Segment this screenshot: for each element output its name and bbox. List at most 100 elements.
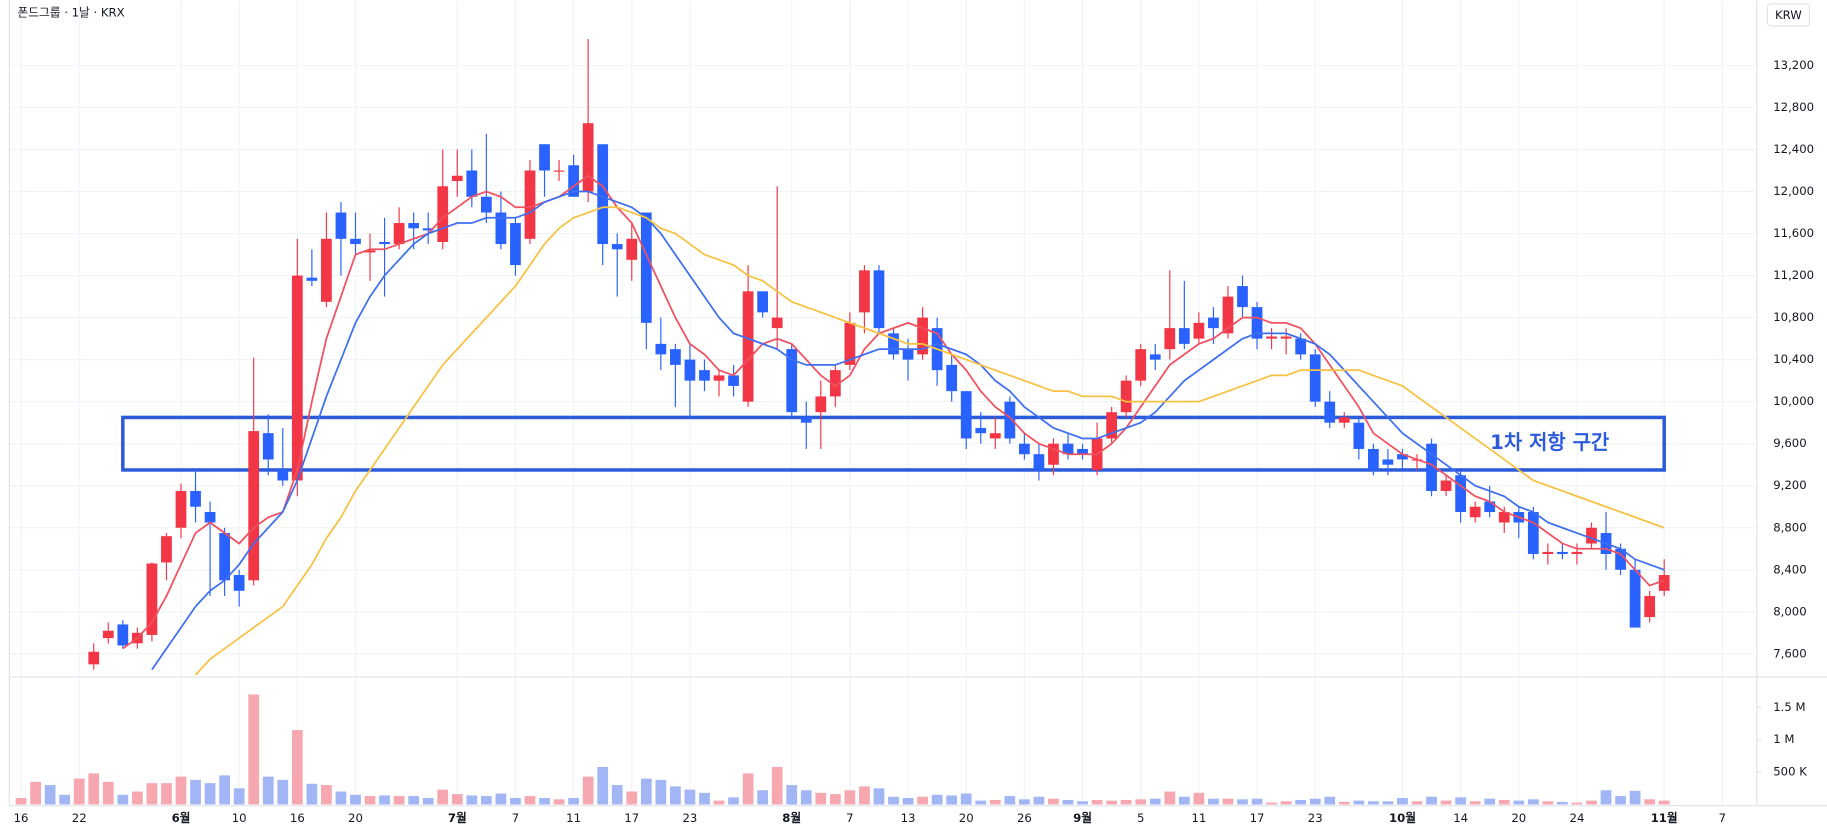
volume-bar <box>611 785 623 805</box>
candle-body <box>1644 596 1656 618</box>
volume-bar <box>844 790 856 805</box>
volume-bar <box>480 796 492 805</box>
candle-body <box>306 277 318 281</box>
volume-bar <box>1251 798 1263 805</box>
volume-bar <box>88 773 100 805</box>
volume-bar <box>640 778 652 805</box>
candle-body <box>1106 412 1118 439</box>
candle-body <box>1542 551 1554 555</box>
volume-bar <box>306 783 318 805</box>
volume-bar <box>1033 796 1045 805</box>
y-tick-label: 12,800 <box>1773 100 1814 114</box>
volume-bar <box>1295 799 1307 805</box>
currency-label[interactable]: KRW <box>1775 8 1802 22</box>
axes: 7,600 8,000 8,400 8,800 9,200 9,600 10,000 10,4… <box>8 0 1827 825</box>
candle-body <box>582 123 594 192</box>
candle-body <box>393 223 405 245</box>
volume-bar <box>539 798 550 805</box>
x-tick-label: 16 <box>14 811 29 825</box>
volume-bar <box>1571 802 1583 805</box>
candle-body <box>335 212 347 239</box>
volume-bar <box>1367 801 1379 805</box>
candle-body <box>640 212 652 323</box>
candle-body <box>1557 551 1568 555</box>
candle-body <box>350 238 361 245</box>
price-pane: 1차 저항 구간 <box>88 39 1670 676</box>
candle-body <box>175 490 187 528</box>
candle-body <box>1120 380 1132 413</box>
x-tick-label: 17 <box>1250 811 1265 825</box>
y-tick-label: 8,400 <box>1773 562 1806 576</box>
y-tick-label: 10,800 <box>1773 310 1814 324</box>
candle-body <box>1440 480 1452 491</box>
candle-body <box>161 536 172 563</box>
candle-body <box>873 270 885 329</box>
volume-bar <box>1615 796 1626 805</box>
candle-body <box>1629 569 1641 628</box>
volume-bar <box>902 798 914 805</box>
candle-body <box>379 241 390 245</box>
candle-body <box>728 375 739 386</box>
volume-bar <box>873 788 885 805</box>
volume-bar <box>888 796 899 805</box>
candle-body <box>1338 417 1350 423</box>
candle-body <box>888 333 899 355</box>
volume-bar <box>1382 801 1394 805</box>
candle-body <box>1367 448 1379 470</box>
volume-bar <box>1193 792 1205 805</box>
volume-bar <box>30 781 41 805</box>
volume-bar <box>757 790 769 805</box>
candle-body <box>1077 448 1088 455</box>
x-tick-label: 11월 <box>1651 811 1678 825</box>
candle-body <box>495 212 507 245</box>
volume-bar <box>582 776 594 805</box>
candle-body <box>655 343 667 355</box>
volume-bar <box>262 776 274 805</box>
volume-bar <box>1542 801 1554 805</box>
y-tick-label: 12,400 <box>1773 142 1814 156</box>
candle-body <box>859 270 870 313</box>
volume-bar <box>1237 799 1248 805</box>
y-tick-label: 11,600 <box>1773 226 1814 240</box>
x-tick-label: 8월 <box>782 811 801 825</box>
candle-body <box>219 533 230 581</box>
volume-bar <box>190 779 201 805</box>
volume-bar <box>1600 790 1612 805</box>
volume-tick-label: 1.5 M <box>1773 700 1805 714</box>
candle-body <box>480 196 492 213</box>
candle-body <box>146 563 158 635</box>
candle-body <box>815 396 827 413</box>
volume-bar <box>771 766 783 805</box>
volume-bar <box>553 799 565 805</box>
x-tick-label: 16 <box>290 811 305 825</box>
candle-body <box>1498 511 1510 523</box>
candle-body <box>960 391 972 439</box>
resistance-box <box>121 415 1666 472</box>
volume-bar <box>73 778 85 805</box>
volume-bar <box>1091 799 1103 805</box>
volume-bar <box>1527 799 1539 805</box>
candle-body <box>844 322 856 365</box>
y-tick-label: 8,800 <box>1773 520 1806 534</box>
volume-bar <box>1208 798 1219 805</box>
candle-body <box>1048 443 1059 465</box>
candle-body <box>524 170 536 239</box>
candle-body <box>1658 575 1670 591</box>
currency-button[interactable] <box>1766 3 1811 27</box>
volume-bar <box>59 794 71 805</box>
volume-bar <box>946 795 958 805</box>
volume-bar <box>670 786 681 805</box>
candle-body <box>568 165 579 197</box>
volume-bar <box>1106 800 1118 805</box>
volume-bar <box>437 789 449 805</box>
candle-body <box>466 170 478 197</box>
volume-bar <box>524 796 536 805</box>
y-tick-label: 9,200 <box>1773 478 1806 492</box>
x-tick-label: 7 <box>846 811 853 825</box>
candle-body <box>321 238 332 302</box>
volume-bar <box>1077 801 1088 805</box>
volume-bar <box>960 793 972 805</box>
x-tick-label: 10 <box>232 811 247 825</box>
x-tick-label: 11 <box>566 811 581 825</box>
volume-bar <box>917 796 928 805</box>
